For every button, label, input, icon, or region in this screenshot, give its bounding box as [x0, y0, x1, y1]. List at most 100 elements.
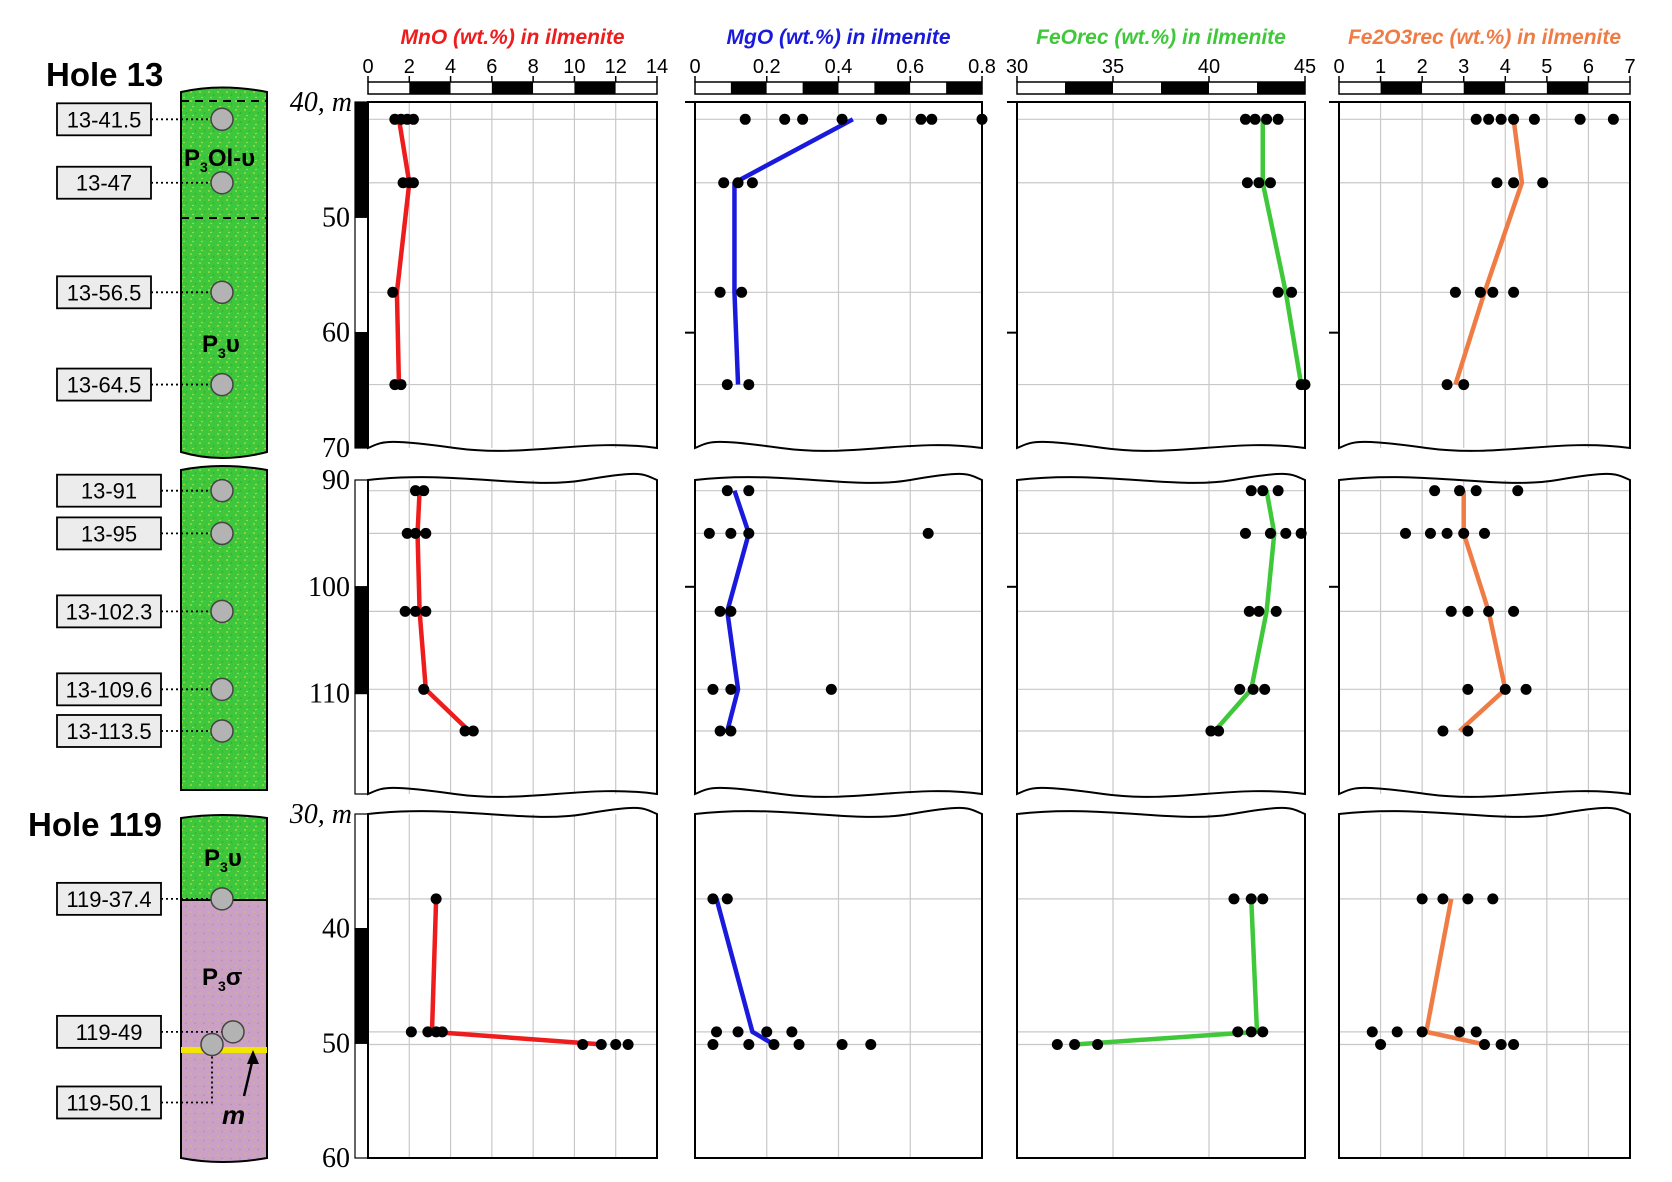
depth-tick-label: 40, m	[290, 87, 352, 118]
x-tick-label: 10	[563, 56, 585, 78]
scale-segment	[838, 82, 875, 94]
scale-segment	[1422, 82, 1464, 94]
panel-r2-1	[685, 472, 983, 798]
x-tick-label: 7	[1624, 56, 1635, 78]
sample-label: 13-56.5	[56, 275, 234, 310]
data-point	[399, 605, 411, 617]
sample-label-text: 119-49	[76, 1020, 143, 1045]
depth-tick-label: 110	[309, 679, 350, 710]
data-point	[721, 485, 733, 497]
data-point	[1239, 113, 1251, 125]
data-point	[422, 1026, 434, 1038]
depth-scale-segment	[354, 586, 369, 695]
data-point	[1245, 893, 1257, 905]
data-point	[1470, 485, 1482, 497]
data-point	[1483, 113, 1495, 125]
panel-frame	[1338, 806, 1631, 1159]
data-point	[915, 113, 927, 125]
sample-label-text: 13-91	[81, 479, 137, 504]
data-point	[865, 1038, 877, 1050]
mean-line	[732, 117, 854, 385]
scale-segment	[946, 82, 982, 94]
data-point	[405, 1026, 417, 1038]
data-point	[1205, 725, 1217, 737]
scale-segment	[1209, 82, 1257, 94]
scale-segment	[1505, 82, 1547, 94]
scale-segment	[1257, 82, 1305, 94]
sample-dot	[210, 521, 234, 546]
data-point	[1259, 683, 1271, 695]
data-point	[725, 605, 737, 617]
x-tick-label: 0	[689, 56, 700, 78]
data-point	[430, 893, 442, 905]
unit-label-h119-top: P3υ	[204, 845, 242, 875]
scale-segment	[1588, 82, 1630, 94]
data-point	[1257, 485, 1269, 497]
data-point	[1470, 113, 1482, 125]
sample-label-text: 119-37.4	[66, 887, 151, 912]
data-point	[779, 113, 791, 125]
data-point	[1483, 605, 1495, 617]
panel-frame	[367, 806, 658, 1159]
sample-label-text: 13-113.5	[66, 719, 151, 744]
data-point	[743, 1038, 755, 1050]
data-point	[1508, 177, 1520, 189]
panel-r1-0	[367, 101, 658, 452]
depth-tick-label: 90	[322, 465, 350, 496]
x-scale-bar: 0 0.2 0.4 0.6 0.8	[689, 56, 996, 95]
panel-frame	[694, 472, 983, 798]
mean-line	[429, 898, 604, 1047]
data-point	[407, 113, 419, 125]
sample-label: 13-102.3	[56, 594, 234, 629]
data-point	[1213, 725, 1225, 737]
sample-label-box	[56, 102, 152, 137]
data-point	[1391, 1026, 1403, 1038]
depth-tick-label: 50	[322, 202, 350, 233]
data-point	[736, 286, 748, 298]
data-point	[703, 527, 715, 539]
x-tick-label: 4	[445, 56, 456, 78]
data-point	[836, 113, 848, 125]
data-point	[1272, 485, 1284, 497]
data-point	[714, 605, 726, 617]
data-point	[1499, 683, 1511, 695]
data-point	[1239, 527, 1251, 539]
data-point	[1454, 485, 1466, 497]
depth-tick-label: 70	[322, 433, 350, 464]
panel-frame	[1016, 101, 1306, 452]
mean-line	[1424, 898, 1485, 1047]
sample-label: 13-47	[56, 165, 234, 200]
data-point	[797, 113, 809, 125]
scale-segment	[730, 82, 767, 94]
panel-r2-2	[1007, 472, 1307, 798]
x-tick-label: 0.6	[896, 56, 924, 78]
panel-r3-3	[1338, 806, 1631, 1159]
data-point	[793, 1038, 805, 1050]
data-point	[836, 1038, 848, 1050]
data-point	[1400, 527, 1412, 539]
depth-tick-label: 100	[308, 572, 350, 603]
data-point	[1272, 286, 1284, 298]
data-point	[409, 527, 421, 539]
data-point	[1441, 379, 1453, 391]
sample-dot	[210, 107, 234, 132]
mean-line	[1213, 490, 1277, 733]
data-point	[1479, 527, 1490, 539]
data-point	[1245, 1026, 1257, 1038]
scale-segment	[695, 82, 731, 94]
data-point	[1487, 893, 1499, 905]
data-point	[1491, 177, 1503, 189]
data-point	[395, 379, 407, 391]
sample-label: 119-50.1	[56, 1032, 224, 1120]
marker-m-label: m	[222, 1100, 245, 1130]
sample-dot	[200, 1032, 224, 1057]
data-point	[1470, 1026, 1482, 1038]
depth-scale-segment	[354, 479, 369, 588]
panel-frame	[367, 101, 658, 452]
panel-r1-3	[1329, 101, 1631, 452]
data-point	[1479, 1038, 1490, 1050]
series-column-2: FeOrec (wt.%) in ilmenite 30 35 40 45	[1006, 26, 1316, 1159]
